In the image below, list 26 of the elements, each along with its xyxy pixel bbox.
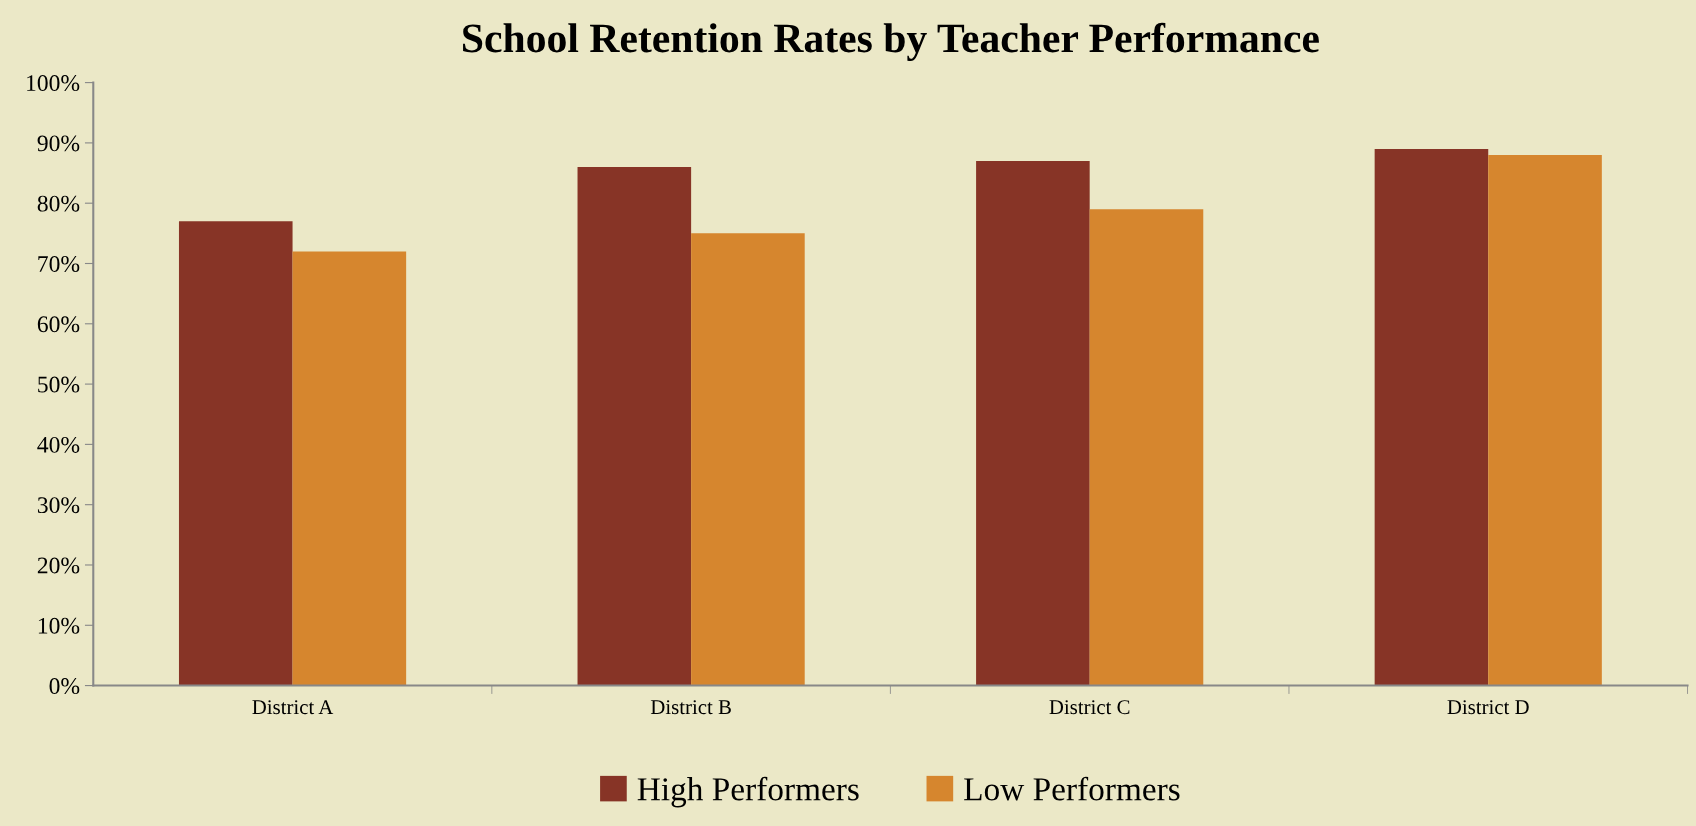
chart-title: School Retention Rates by Teacher Performance [463,22,1319,62]
legend-label: High Performers [637,776,859,808]
bar [292,251,407,686]
x-tick-label: District C [1049,700,1130,715]
bar [1089,209,1204,686]
y-tick-label: 40% [37,436,80,453]
bar [178,221,293,686]
y-tick-label: 50% [38,376,80,393]
y-tick-label: 100% [27,75,80,92]
legend-label: Low Performers [964,776,1180,801]
y-tick-label: 90% [37,135,80,152]
y-tick-label: 0% [49,678,80,695]
y-tick-label: 60% [37,316,80,333]
bar [691,233,805,686]
y-tick-label: 10% [38,617,80,634]
x-tick-label: District D [1447,700,1529,715]
y-tick-label: 20% [37,557,80,574]
bar [1374,148,1489,686]
y-tick-label: 30% [37,497,80,514]
y-tick-label: 70% [38,255,80,272]
y-tick-label: 80% [37,195,80,212]
bar [1488,154,1602,686]
x-tick-label: District A [252,700,334,715]
x-tick-label: District B [650,700,731,715]
bar [577,167,692,686]
bar [976,160,1090,686]
